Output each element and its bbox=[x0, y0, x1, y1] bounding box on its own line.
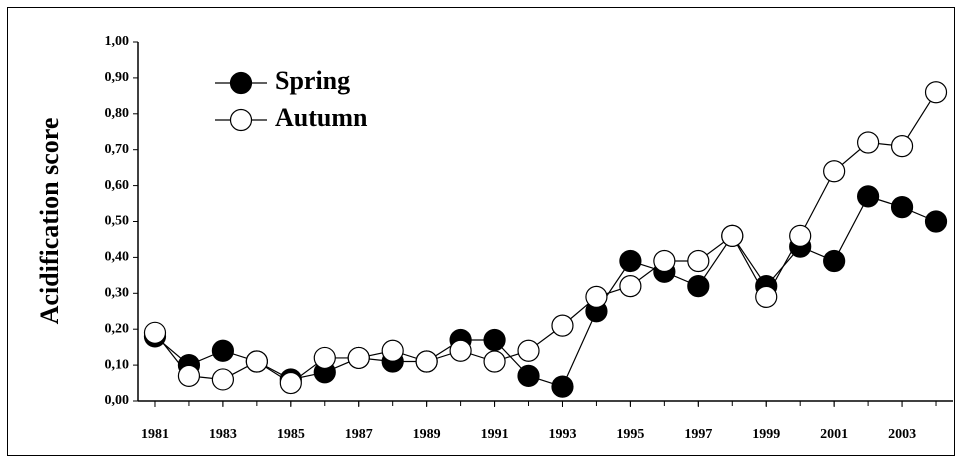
data-point bbox=[653, 249, 676, 273]
x-tick-label: 1989 bbox=[413, 427, 441, 442]
data-point bbox=[823, 249, 846, 273]
data-point bbox=[211, 339, 234, 362]
x-tick-label: 1999 bbox=[752, 427, 780, 442]
y-tick-label: 0,70 bbox=[105, 142, 130, 157]
y-tick-label: 0,10 bbox=[105, 357, 130, 372]
data-point bbox=[347, 346, 370, 370]
data-point bbox=[890, 135, 914, 158]
x-tick-label: 1993 bbox=[548, 427, 576, 442]
x-tick-label: 1991 bbox=[481, 427, 509, 442]
data-point bbox=[687, 275, 710, 298]
y-tick-label: 0,00 bbox=[105, 393, 130, 408]
y-tick-label: 0,50 bbox=[105, 214, 130, 229]
data-point bbox=[245, 350, 268, 373]
data-point bbox=[143, 321, 167, 344]
chart-frame bbox=[7, 7, 955, 456]
y-tick-label: 1,00 bbox=[105, 34, 130, 49]
x-tick-label: 1997 bbox=[684, 427, 712, 442]
data-point bbox=[551, 375, 574, 398]
data-point bbox=[585, 285, 608, 308]
data-point bbox=[721, 224, 744, 247]
y-tick-label: 0,80 bbox=[105, 106, 130, 121]
data-point bbox=[551, 314, 574, 337]
x-tick-label: 1995 bbox=[616, 427, 644, 442]
data-point bbox=[483, 328, 506, 352]
data-point bbox=[483, 350, 506, 373]
data-point bbox=[211, 368, 234, 391]
y-tick-label: 0,40 bbox=[105, 250, 130, 265]
data-point bbox=[755, 285, 778, 308]
data-point bbox=[415, 350, 438, 373]
data-point bbox=[823, 160, 846, 183]
data-point bbox=[857, 131, 880, 154]
data-point bbox=[449, 339, 472, 362]
data-point bbox=[619, 275, 642, 298]
data-point bbox=[381, 339, 404, 362]
y-axis-label: Acidification score bbox=[35, 118, 64, 325]
y-tick-label: 0,20 bbox=[105, 321, 130, 336]
x-tick-label: 2003 bbox=[888, 427, 916, 442]
data-point bbox=[924, 81, 948, 104]
series-line bbox=[154, 91, 937, 384]
y-tick-label: 0,30 bbox=[105, 286, 130, 301]
data-point bbox=[924, 210, 948, 233]
x-tick-label: 2001 bbox=[820, 427, 848, 442]
legend-label: Autumn bbox=[275, 103, 368, 132]
x-tick-label: 1985 bbox=[277, 427, 305, 442]
x-tick-label: 1981 bbox=[141, 427, 169, 442]
data-point bbox=[279, 371, 302, 395]
legend-marker bbox=[229, 71, 253, 95]
data-point bbox=[619, 249, 642, 273]
data-point bbox=[517, 364, 540, 387]
data-point bbox=[177, 364, 201, 387]
data-point bbox=[857, 185, 880, 208]
data-point bbox=[890, 196, 914, 219]
series-line bbox=[154, 195, 937, 388]
x-tick-label: 1983 bbox=[209, 427, 237, 442]
y-tick-label: 0,60 bbox=[105, 178, 130, 193]
legend-label: Spring bbox=[275, 66, 350, 95]
data-point bbox=[687, 249, 710, 273]
x-tick-label: 1987 bbox=[345, 427, 373, 442]
data-point bbox=[313, 346, 336, 370]
data-point bbox=[517, 339, 540, 362]
data-point bbox=[789, 224, 812, 247]
legend-marker bbox=[229, 108, 253, 132]
y-tick-label: 0,90 bbox=[105, 70, 130, 85]
